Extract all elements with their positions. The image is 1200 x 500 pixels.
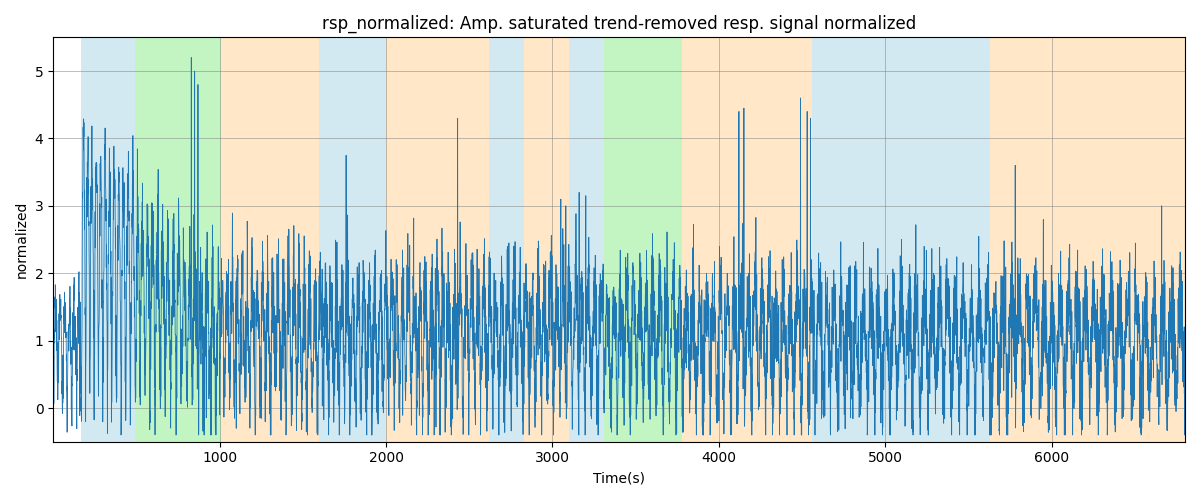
Title: rsp_normalized: Amp. saturated trend-removed resp. signal normalized: rsp_normalized: Amp. saturated trend-rem… xyxy=(322,15,917,34)
Bar xyxy=(319,38,386,442)
Bar xyxy=(134,38,221,442)
X-axis label: Time(s): Time(s) xyxy=(593,471,646,485)
Bar xyxy=(569,38,604,442)
Bar xyxy=(490,38,524,442)
Bar xyxy=(221,38,319,442)
Bar xyxy=(604,38,683,442)
Bar xyxy=(683,38,731,442)
Bar xyxy=(812,38,990,442)
Bar xyxy=(82,38,134,442)
Bar xyxy=(731,38,812,442)
Bar xyxy=(990,38,1186,442)
Bar xyxy=(524,38,569,442)
Bar xyxy=(386,38,490,442)
Y-axis label: normalized: normalized xyxy=(14,201,29,278)
